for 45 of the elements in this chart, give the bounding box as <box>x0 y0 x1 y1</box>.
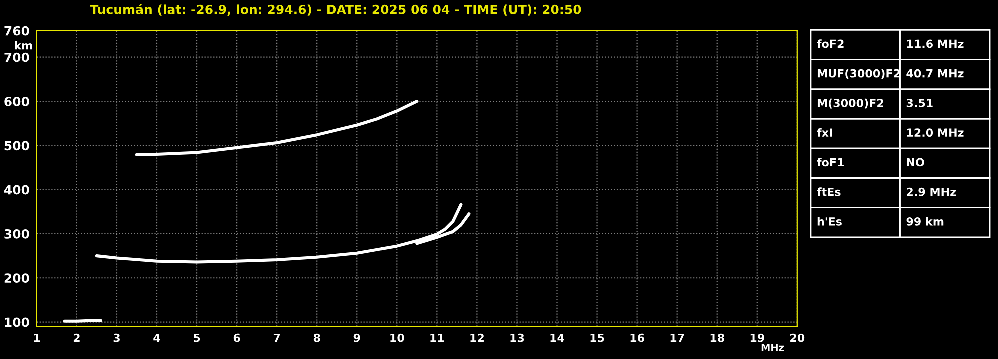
x-tick-label: 4 <box>154 334 160 342</box>
text: MUF(3000)F2 <box>818 69 900 80</box>
x-tick-label: 16 <box>630 334 644 342</box>
x-tick-label: 9 <box>354 334 360 342</box>
y-tick-label: 500 <box>4 141 30 151</box>
x-tick-label: 7 <box>274 334 280 342</box>
x-tick-label: 10 <box>390 334 404 342</box>
x-tick-label: 20 <box>790 334 805 342</box>
text: 12.0 MHz <box>907 128 964 138</box>
text: NO <box>907 158 924 167</box>
text: 40.7 MHz <box>906 69 964 78</box>
x-tick-label: 13 <box>510 334 524 342</box>
chart-title: Tucumán (lat: -26.9, lon: 294.6) - DATE: 2025 06 04 - TIME (UT): 20:50 <box>90 4 582 16</box>
y-tick-label: 760 <box>4 26 30 36</box>
x-axis-title: MHz <box>762 344 784 352</box>
x-tick-label: 11 <box>430 334 444 342</box>
x-tick-label: 19 <box>750 334 764 342</box>
x-tick-label: 2 <box>74 334 80 342</box>
text: h'Es <box>818 217 842 226</box>
text: 11.6 MHz <box>907 40 964 48</box>
text: 2.9 MHz <box>907 188 956 196</box>
x-tick-label: 5 <box>194 334 200 342</box>
text: fxI <box>817 128 832 137</box>
y-tick-label: 100 <box>5 318 30 328</box>
y-tick-label: 400 <box>4 185 30 195</box>
text: ftEs <box>817 188 841 196</box>
x-tick-label: 1 <box>34 334 40 342</box>
y-tick-label: 700 <box>4 52 30 62</box>
y-tick-label: 300 <box>4 229 30 239</box>
text: foF1 <box>817 158 844 167</box>
text: 3.51 <box>906 99 933 108</box>
x-tick-label: 3 <box>114 334 120 342</box>
y-tick-label: 200 <box>4 274 30 284</box>
x-tick-label: 12 <box>470 334 484 342</box>
x-tick-label: 14 <box>550 334 564 342</box>
text: foF2 <box>817 40 844 48</box>
y-tick-label: 600 <box>4 96 30 106</box>
text: M(3000)F2 <box>818 98 884 109</box>
text: 99 km <box>906 217 944 226</box>
x-tick-label: 8 <box>314 334 320 342</box>
y-axis-title: km <box>15 41 32 50</box>
x-tick-label: 18 <box>710 334 724 342</box>
x-tick-label: 17 <box>670 334 684 342</box>
x-tick-label: 6 <box>234 334 240 342</box>
x-tick-label: 15 <box>590 334 604 342</box>
